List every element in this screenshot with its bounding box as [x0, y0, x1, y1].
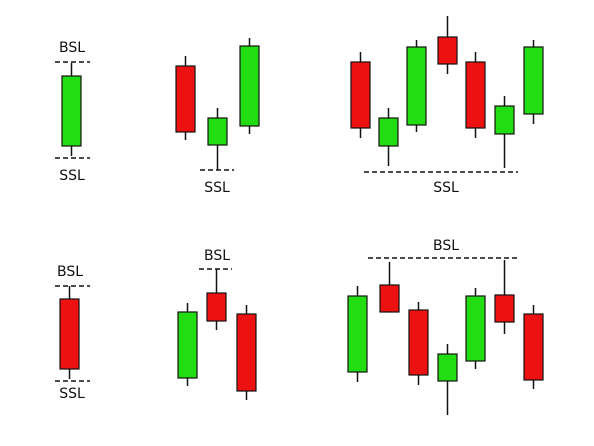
candle-body	[59, 298, 80, 370]
liquidity-label: BSL	[59, 40, 85, 56]
candle-body	[408, 309, 429, 376]
candle-body	[523, 46, 544, 115]
liquidity-label: SSL	[204, 180, 230, 196]
candle-body	[379, 284, 400, 313]
candle-body	[437, 36, 458, 65]
candle-body	[206, 292, 227, 322]
candle-body	[207, 117, 228, 146]
candle-body	[378, 117, 399, 147]
candle-body	[465, 295, 486, 362]
liquidity-label: BSL	[204, 248, 230, 264]
candle-body	[347, 295, 368, 373]
candle-body	[239, 45, 260, 127]
liquidity-label: SSL	[433, 180, 459, 196]
candle-body	[465, 61, 486, 129]
candle-body	[406, 46, 427, 126]
candle-body	[494, 105, 515, 135]
liquidity-label: BSL	[57, 264, 83, 280]
candle-body	[175, 65, 196, 133]
candle-body	[523, 313, 544, 381]
liquidity-label: SSL	[59, 386, 85, 402]
candle-body	[236, 313, 257, 392]
candle-body	[350, 61, 371, 129]
candle-body	[177, 311, 198, 379]
candle-body	[494, 294, 515, 323]
candle-body	[437, 353, 458, 382]
liquidity-label: BSL	[433, 238, 459, 254]
liquidity-label: SSL	[59, 168, 85, 184]
candle-body	[61, 75, 82, 147]
candles	[55, 16, 544, 415]
